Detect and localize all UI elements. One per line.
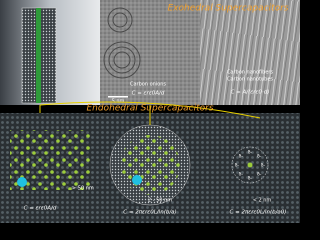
delta-label: δ- (248, 176, 253, 182)
cation (132, 175, 142, 185)
size-1: > 50 nm (72, 186, 94, 192)
delta-label: δ- (261, 163, 266, 169)
delta-label: δ- (239, 172, 244, 178)
delta-label: δ- (235, 163, 240, 169)
formula-1: C = εrε0A/d (24, 206, 57, 212)
scale-bar (108, 96, 128, 98)
micropore (231, 146, 269, 184)
pore-small (200, 113, 300, 223)
fiber-formula: C = A/(εrε0·d) (231, 90, 270, 96)
tube-label: Carbon nanotubes (227, 77, 273, 83)
onion-rings (103, 7, 141, 79)
fiber-label: Carbon nanofibers (227, 70, 274, 76)
fiber-sem (200, 0, 300, 105)
connectors (39, 101, 261, 125)
delta-label: δ- (257, 172, 262, 178)
ion (247, 162, 253, 168)
cation (17, 177, 27, 187)
onion-label: Carbon onions (130, 82, 166, 88)
title-middle: Endohedral Supercapacitors (86, 104, 213, 114)
ions-medium (120, 135, 180, 195)
delta-label: δ- (257, 153, 262, 159)
title-top: Exohedral Supercapacitors (168, 4, 289, 14)
scale-label: 5 nm (112, 99, 125, 105)
ion-channel (36, 8, 41, 103)
figure: 5 nm Carbon onions C = εrε0A/d Carbon na… (0, 0, 300, 223)
size-2: 2 - 50 nm (148, 198, 172, 204)
size-3: < 2 nm (253, 198, 272, 204)
onion-formula: C = εrε0A/d (132, 91, 165, 97)
formula-3: C = 2πεrε0L/ln(b/a0) (230, 210, 287, 216)
onion-tem (100, 0, 200, 105)
delta-label: δ- (248, 150, 253, 156)
formula-2: C = 2πεrε0L/ln(b/a) (123, 210, 176, 216)
delta-label: δ- (239, 153, 244, 159)
